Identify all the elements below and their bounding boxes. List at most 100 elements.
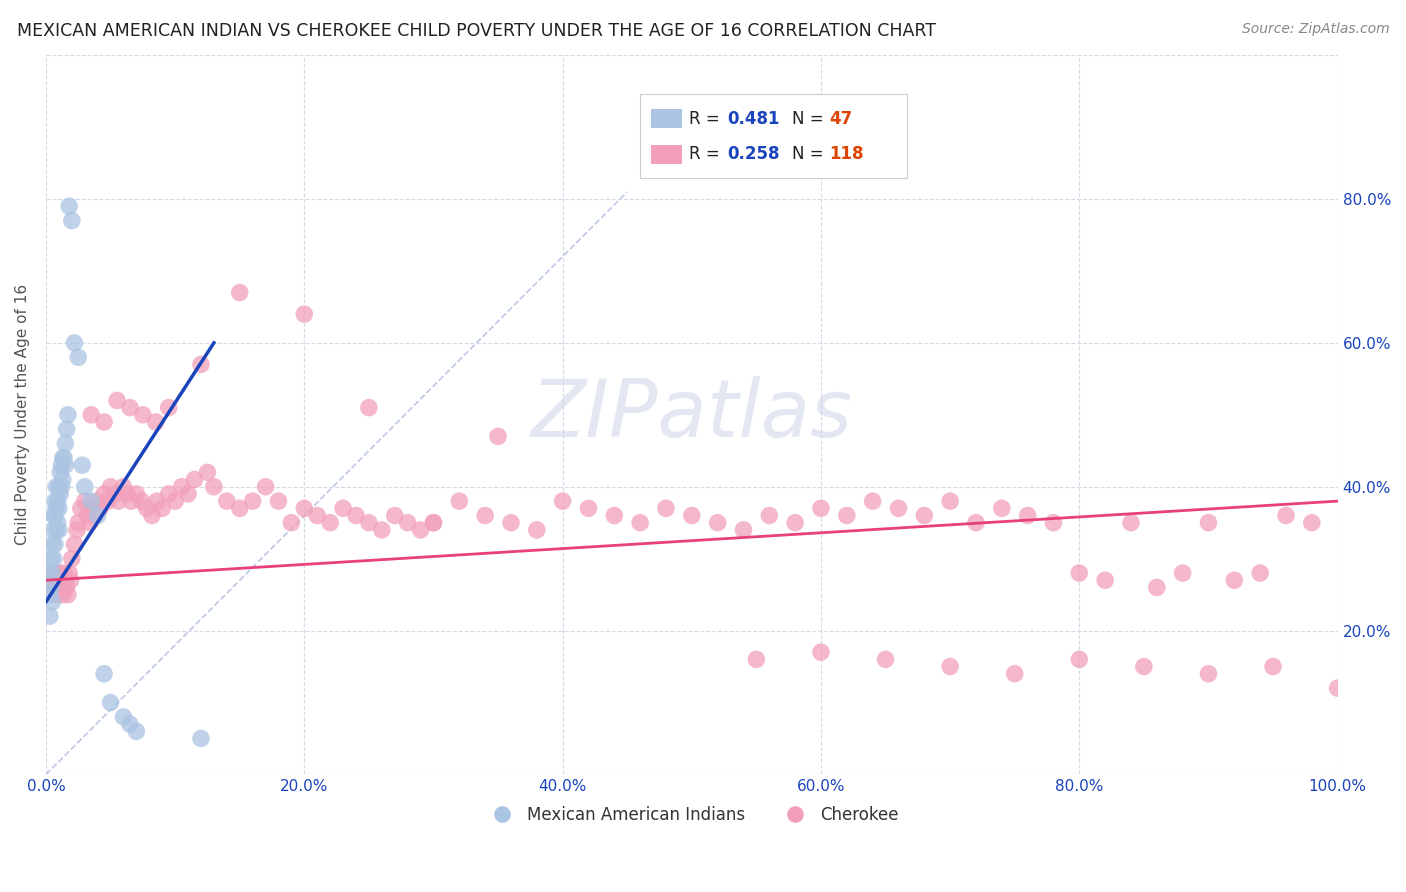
- Point: [118, 401, 141, 415]
- Point: [49, 466, 72, 480]
- Point: [681, 508, 703, 523]
- Point: [135, 501, 157, 516]
- Point: [150, 501, 173, 516]
- Point: [190, 358, 212, 372]
- Point: [82, 501, 104, 516]
- Point: [67, 351, 90, 365]
- Point: [112, 710, 135, 724]
- Point: [58, 199, 80, 213]
- Point: [1069, 566, 1091, 580]
- Point: [1249, 566, 1271, 580]
- Point: [215, 494, 238, 508]
- Point: [422, 516, 444, 530]
- Point: [66, 523, 89, 537]
- Point: [67, 516, 90, 530]
- Point: [1261, 659, 1284, 673]
- Point: [38, 609, 60, 624]
- Point: [810, 501, 832, 516]
- Point: [100, 696, 122, 710]
- Point: [628, 516, 651, 530]
- Point: [146, 494, 169, 508]
- Point: [1171, 566, 1194, 580]
- Point: [939, 659, 962, 673]
- Point: [44, 573, 66, 587]
- Point: [1275, 508, 1298, 523]
- Point: [1326, 681, 1348, 695]
- Point: [45, 480, 67, 494]
- Point: [70, 501, 93, 516]
- Point: [44, 537, 66, 551]
- Point: [117, 487, 139, 501]
- Point: [56, 588, 79, 602]
- Point: [41, 566, 63, 580]
- Text: 118: 118: [830, 145, 865, 163]
- Point: [202, 480, 225, 494]
- Point: [42, 551, 65, 566]
- Point: [1017, 508, 1039, 523]
- Point: [100, 480, 122, 494]
- Point: [292, 307, 315, 321]
- Point: [991, 501, 1014, 516]
- Point: [449, 494, 471, 508]
- Point: [53, 566, 76, 580]
- Point: [526, 523, 548, 537]
- Point: [745, 652, 768, 666]
- Point: [292, 501, 315, 516]
- Point: [228, 501, 250, 516]
- Point: [875, 652, 897, 666]
- Point: [58, 566, 80, 580]
- Point: [44, 508, 66, 523]
- Point: [357, 401, 380, 415]
- Point: [357, 516, 380, 530]
- Point: [170, 480, 193, 494]
- Point: [51, 458, 73, 472]
- Point: [49, 581, 72, 595]
- Point: [42, 508, 65, 523]
- Point: [499, 516, 522, 530]
- Point: [38, 588, 60, 602]
- Point: [86, 494, 108, 508]
- Point: [939, 494, 962, 508]
- Point: [97, 494, 120, 508]
- Point: [965, 516, 987, 530]
- Point: [45, 523, 67, 537]
- Point: [41, 537, 63, 551]
- Point: [165, 494, 187, 508]
- Point: [125, 724, 148, 739]
- Point: [785, 516, 807, 530]
- Point: [52, 588, 75, 602]
- Point: [1198, 666, 1220, 681]
- Point: [59, 573, 82, 587]
- Point: [758, 508, 780, 523]
- Point: [73, 494, 96, 508]
- Point: [93, 487, 115, 501]
- Point: [157, 487, 180, 501]
- Point: [103, 487, 125, 501]
- Point: [1133, 659, 1156, 673]
- Point: [49, 487, 72, 501]
- Point: [733, 523, 755, 537]
- Point: [76, 508, 98, 523]
- Point: [42, 523, 65, 537]
- Point: [39, 581, 62, 595]
- Point: [44, 494, 66, 508]
- Point: [55, 581, 77, 595]
- Point: [396, 516, 419, 530]
- Point: [1119, 516, 1142, 530]
- Text: Source: ZipAtlas.com: Source: ZipAtlas.com: [1241, 22, 1389, 37]
- Point: [384, 508, 406, 523]
- Point: [51, 573, 73, 587]
- Point: [332, 501, 354, 516]
- Point: [578, 501, 600, 516]
- Text: R =: R =: [689, 110, 725, 128]
- Y-axis label: Child Poverty Under the Age of 16: Child Poverty Under the Age of 16: [15, 285, 30, 545]
- Point: [1069, 652, 1091, 666]
- Point: [51, 480, 73, 494]
- Point: [1094, 573, 1116, 587]
- Point: [46, 581, 69, 595]
- Legend: Mexican American Indians, Cherokee: Mexican American Indians, Cherokee: [478, 799, 905, 830]
- Text: 47: 47: [830, 110, 853, 128]
- Point: [48, 480, 70, 494]
- Point: [655, 501, 678, 516]
- Point: [307, 508, 329, 523]
